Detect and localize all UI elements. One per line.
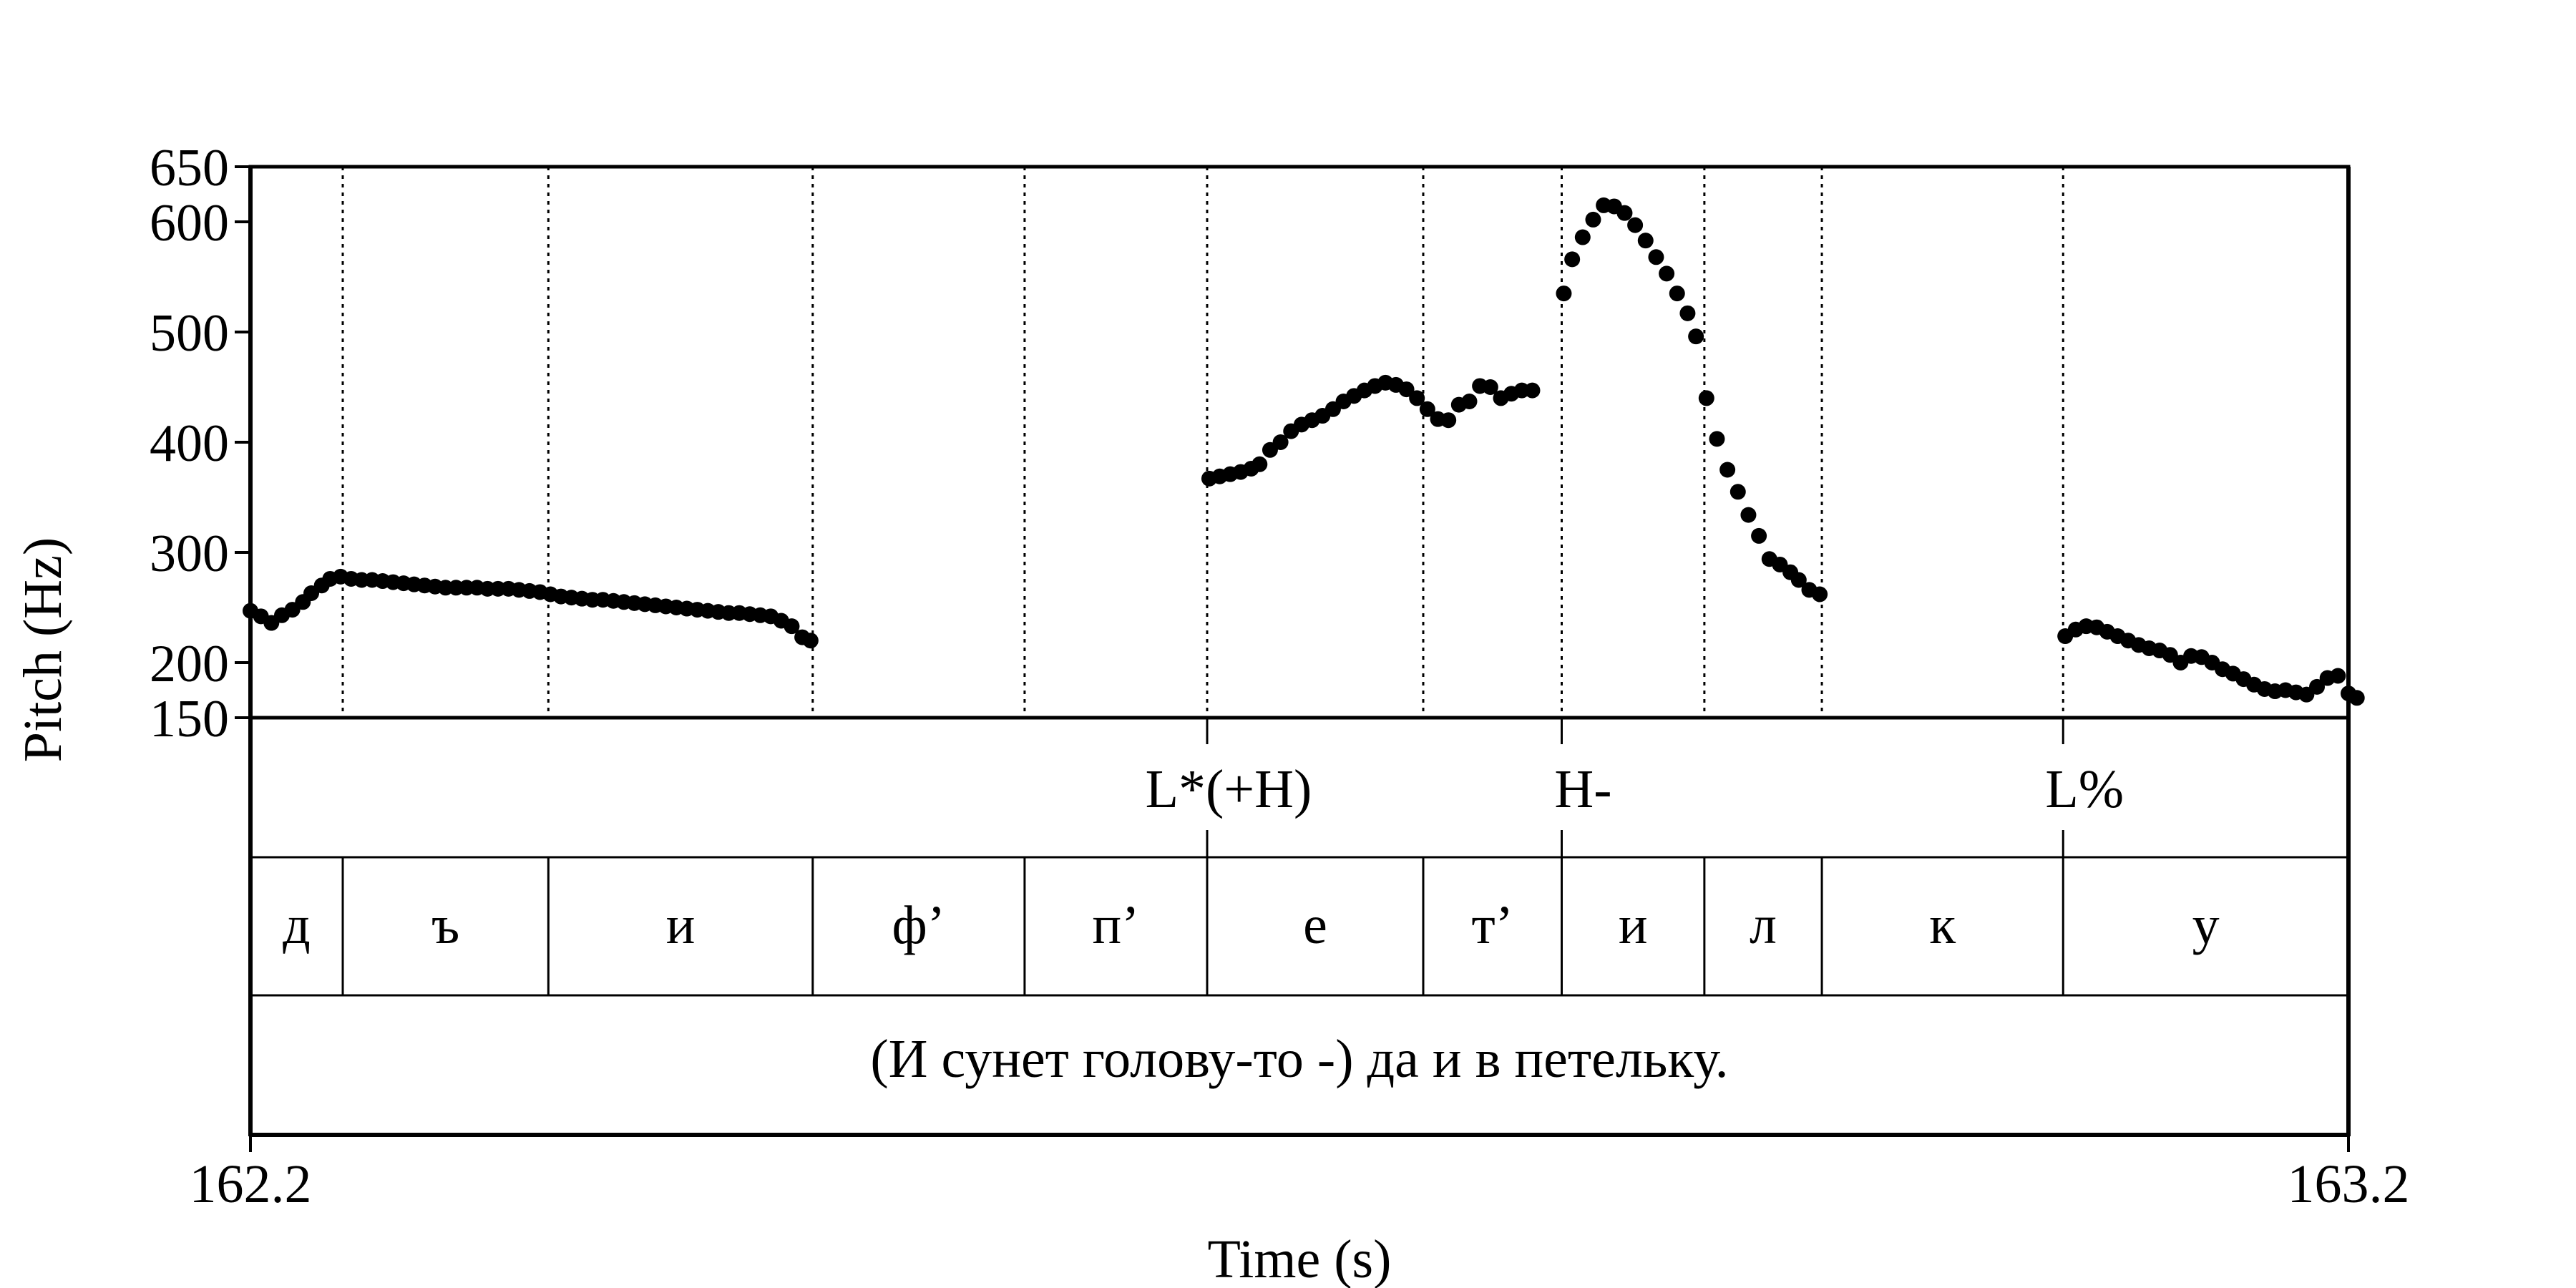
pitch-point — [1556, 286, 1572, 302]
pitch-point — [1419, 401, 1435, 417]
pitch-point — [1440, 412, 1457, 429]
segment-label: е — [1303, 895, 1327, 955]
pitch-point — [1564, 251, 1581, 268]
y-tick-label: 600 — [150, 194, 229, 253]
pitch-point — [2309, 678, 2326, 695]
pitch-point — [1698, 390, 1714, 406]
y-tick-label: 650 — [150, 139, 229, 197]
y-tick-label: 150 — [150, 690, 229, 748]
pitch-point — [1669, 286, 1685, 302]
segment-label: ф’ — [892, 895, 946, 955]
pitch-point — [1272, 434, 1289, 450]
pitch-point — [802, 633, 819, 649]
pitch-point — [1252, 456, 1268, 472]
segment-label: и — [1619, 895, 1648, 955]
pitch-point — [1729, 484, 1746, 500]
tone-label: L% — [2045, 759, 2124, 819]
pitch-point — [1659, 265, 1675, 282]
pitch-point — [1688, 328, 1704, 345]
pitch-point — [1482, 379, 1498, 395]
tone-label: L*(+H) — [1146, 759, 1312, 819]
y-tick-label: 500 — [150, 304, 229, 363]
segment-label: п’ — [1092, 895, 1139, 955]
pitch-point — [1398, 381, 1415, 398]
pitch-points — [243, 197, 2365, 706]
pitch-point — [1616, 205, 1633, 221]
pitch-point — [1574, 229, 1591, 245]
boundary-lines — [341, 167, 2064, 995]
segment-tier-frame — [249, 856, 2350, 997]
segment-label: д — [283, 895, 311, 955]
pitch-point — [1524, 382, 1541, 399]
pitch-plot-frame — [248, 165, 2351, 720]
sentence-label: (И сунет голову-то -) да и в петельку. — [870, 1029, 1728, 1089]
pitch-point — [1461, 394, 1478, 410]
segment-labels: д ъ и ф’ п’ е т’ и л к у — [283, 895, 2219, 955]
pitch-point — [2348, 690, 2365, 706]
pitch-point — [1409, 390, 1425, 406]
segment-label: у — [2192, 895, 2220, 955]
pitch-point — [1719, 462, 1736, 478]
y-tick-label: 200 — [150, 635, 229, 693]
y-tick-label: 400 — [150, 414, 229, 473]
pitch-point — [1740, 507, 1757, 523]
y-axis-title: Pitch (Hz) — [13, 537, 73, 762]
pitch-point — [1751, 527, 1767, 544]
segment-label: и — [666, 895, 696, 955]
x-tick-label: 162.2 — [190, 1154, 312, 1214]
segment-label: к — [1929, 895, 1956, 955]
pitch-point — [1679, 305, 1696, 321]
segment-label: л — [1750, 895, 1777, 955]
pitch-point — [1637, 233, 1654, 249]
x-axis: 162.2 163.2 — [190, 1135, 2410, 1214]
pitch-point — [2330, 668, 2346, 684]
segment-label: ъ — [431, 895, 459, 955]
pitch-point — [784, 618, 800, 635]
pitch-point — [1812, 586, 1828, 602]
pitch-point — [1709, 431, 1725, 447]
pitch-point — [1585, 211, 1601, 228]
y-tick-label: 300 — [150, 525, 229, 583]
x-tick-label: 163.2 — [2288, 1154, 2410, 1214]
tone-label: H- — [1554, 759, 1611, 819]
segment-label: т’ — [1471, 895, 1513, 955]
pitch-point — [1627, 217, 1644, 233]
x-axis-title: Time (s) — [1208, 1229, 1392, 1288]
pitch-point — [1648, 249, 1664, 265]
pitch-point — [1790, 572, 1807, 588]
tone-labels: L*(+H) H- L% — [1146, 759, 2124, 819]
